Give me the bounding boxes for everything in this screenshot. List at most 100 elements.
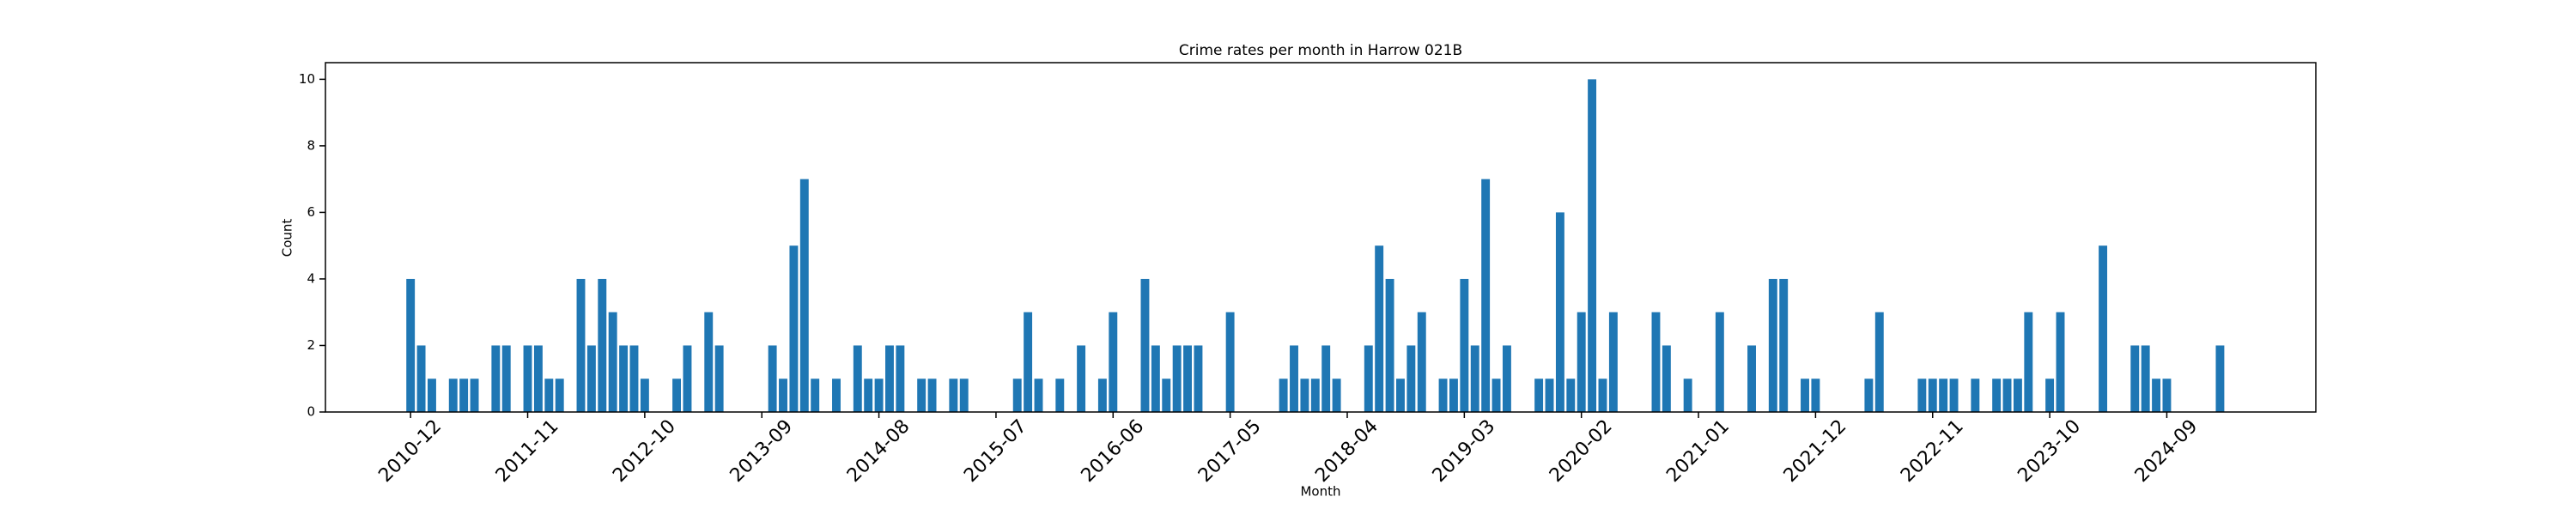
bar [2024,312,2033,412]
bar [1279,379,1288,412]
bar [1162,379,1171,412]
bar [640,379,649,412]
bar [1012,379,1022,412]
bar [1172,345,1182,412]
bar [491,345,501,412]
x-tick-label: 2013-09 [726,415,798,487]
bar [1545,379,1554,412]
x-tick-label: 2014-08 [843,415,914,487]
y-axis-label: Count [280,219,295,258]
bar [416,345,426,412]
bar [1225,312,1235,412]
x-tick-label: 2020-02 [1546,415,1617,487]
bar [598,278,607,412]
bar [586,345,596,412]
bar [1417,312,1426,412]
bar [1097,379,1107,412]
bar [1992,379,2002,412]
bar [683,345,692,412]
bar [1874,312,1884,412]
bar [864,379,873,412]
bar [1194,345,1203,412]
x-tick-label: 2018-04 [1311,415,1382,487]
bar [1939,379,1948,412]
bar [949,379,958,412]
bar [427,379,436,412]
bar [1651,312,1661,412]
x-tick-label: 2022-11 [1897,415,1968,487]
bar [2141,345,2150,412]
bar [832,379,841,412]
bar [1034,379,1043,412]
bar [1396,379,1405,412]
bar [1449,379,1458,412]
plot-frame [325,62,2317,413]
bar [1949,379,1959,412]
bar [1588,79,1597,412]
bar [1608,312,1618,412]
bar [1747,345,1756,412]
bar [927,379,937,412]
x-tick-label: 2010-12 [374,415,446,487]
bar [629,345,639,412]
bar [1502,345,1511,412]
bar [799,179,809,412]
bar [544,379,554,412]
bar [1801,379,1809,412]
bar [1183,345,1193,412]
x-tick-label: 2016-06 [1078,415,1149,487]
bar [2162,379,2172,412]
x-tick-label: 2021-12 [1780,415,1851,487]
x-tick-label: 2017-05 [1194,415,1266,487]
bar [2152,379,2161,412]
bar [608,312,617,412]
bar [1321,345,1331,412]
bar [1492,379,1501,412]
bar [1577,312,1586,412]
bar [1715,312,1724,412]
bar [1290,345,1298,412]
bar [501,345,511,412]
bar [448,379,458,412]
bar [1864,379,1874,412]
bar [1406,345,1416,412]
bar [2056,312,2065,412]
bar [2130,345,2140,412]
x-axis-label: Month [1300,484,1340,500]
bar [2099,245,2108,412]
y-tick-label: 4 [307,270,315,286]
x-tick-label: 2023-10 [2014,415,2085,487]
bar [672,379,682,412]
x-tick-label: 2024-09 [2131,415,2202,487]
x-tick-label: 2019-03 [1429,415,1500,487]
bar [959,379,969,412]
bar [576,278,586,412]
bar [811,379,820,412]
bar [2002,379,2012,412]
bar [704,312,714,412]
x-tick-label: 2021-01 [1662,415,1734,487]
bar [2013,379,2022,412]
bar [1332,379,1341,412]
bar [1438,379,1448,412]
bar [1768,278,1777,412]
bar [1375,245,1384,412]
bar [619,345,629,412]
bar [1481,179,1491,412]
x-tick-label: 2012-10 [609,415,680,487]
y-tick-label: 10 [299,71,315,87]
bar [917,379,927,412]
bar [2215,345,2225,412]
bar [1598,379,1607,412]
bar [1683,379,1692,412]
bar [1024,312,1033,412]
bar [896,345,905,412]
bar [459,379,469,412]
bar [1151,345,1160,412]
bar [1917,379,1927,412]
bar [789,245,799,412]
bar [1310,379,1320,412]
bar [1140,278,1150,412]
bar [406,278,416,412]
